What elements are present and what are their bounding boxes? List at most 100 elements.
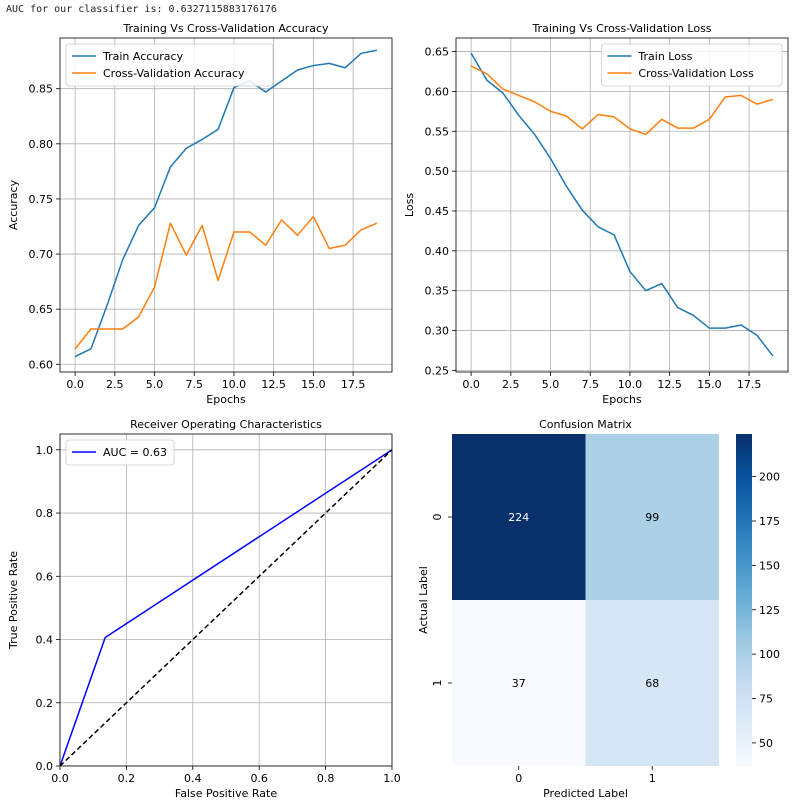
y-tick-label: 0.6 xyxy=(36,570,54,583)
y-axis-label: True Positive Rate xyxy=(7,551,20,650)
x-tick-label: 7.5 xyxy=(185,378,203,391)
legend: AUC = 0.63 xyxy=(65,439,175,466)
y-tick-label: 0.8 xyxy=(36,507,54,520)
y-axis-label: Loss xyxy=(403,193,416,217)
legend-box xyxy=(65,439,175,466)
legend-label: AUC = 0.63 xyxy=(103,446,167,459)
y-tick-label: 0.65 xyxy=(29,303,54,316)
y-tick-label: 0.45 xyxy=(425,205,450,218)
chart-panel-3: 224 99 37 68 0 1 0 1 Confusion Matrix Predicted L… xyxy=(417,418,780,800)
x-axis-label: Epochs xyxy=(602,393,642,406)
chart-title: Confusion Matrix xyxy=(539,418,632,431)
x-tick-label: 2.5 xyxy=(106,378,124,391)
cell-value-label: 99 xyxy=(645,511,659,524)
colorbar-tick-label: 200 xyxy=(759,471,780,484)
chart-title: Training Vs Cross-Validation Accuracy xyxy=(122,22,329,35)
y-tick-label: 1 xyxy=(431,680,444,687)
x-tick-label: 1 xyxy=(649,772,656,785)
x-axis-label: False Positive Rate xyxy=(175,787,277,800)
x-tick-label: 17.5 xyxy=(341,378,366,391)
series-line-0 xyxy=(74,49,378,358)
legend: Train Loss Cross-Validation Loss xyxy=(601,43,783,87)
x-tick-label: 0.0 xyxy=(66,378,84,391)
x-tick-label: 0.0 xyxy=(51,772,69,785)
colorbar-tick-label: 125 xyxy=(759,604,780,617)
legend-label: Cross-Validation Loss xyxy=(638,67,754,80)
legend-label: Train Loss xyxy=(637,50,692,63)
x-tick-label: 12.5 xyxy=(657,378,682,391)
x-tick-label: 0.2 xyxy=(118,772,136,785)
y-tick-label: 0.80 xyxy=(29,138,54,151)
y-tick-label: 0.4 xyxy=(36,634,54,647)
x-tick-label: 10.0 xyxy=(222,378,247,391)
axes-frame xyxy=(59,37,393,373)
x-tick-label: 0.8 xyxy=(317,772,335,785)
y-axis-label: Accuracy xyxy=(7,179,20,230)
cell-value-label: 224 xyxy=(508,511,529,524)
x-tick-label: 0.4 xyxy=(184,772,202,785)
x-tick-label: 17.5 xyxy=(737,378,762,391)
legend-box xyxy=(65,43,274,87)
colorbar-tick-label: 75 xyxy=(759,693,773,706)
y-tick-label: 1.0 xyxy=(36,444,54,457)
y-tick-label: 0.85 xyxy=(29,83,54,96)
axes-frame xyxy=(455,37,789,373)
y-tick-label: 0 xyxy=(431,514,444,521)
colorbar xyxy=(736,434,752,766)
classifier-auc-output: AUC for our classifier is: 0.63271158831… xyxy=(6,4,277,15)
x-tick-label: 5.0 xyxy=(146,378,164,391)
chart-title: Training Vs Cross-Validation Loss xyxy=(531,22,711,35)
y-tick-label: 0.50 xyxy=(425,165,450,178)
y-tick-label: 0.60 xyxy=(425,85,450,98)
x-tick-label: 2.5 xyxy=(502,378,520,391)
x-axis-label: Epochs xyxy=(206,393,246,406)
x-tick-label: 10.0 xyxy=(618,378,643,391)
x-tick-label: 15.0 xyxy=(301,378,326,391)
legend-label: Cross-Validation Accuracy xyxy=(103,67,245,80)
y-axis-label: Actual Label xyxy=(417,566,430,634)
y-tick-label: 0.25 xyxy=(425,364,450,377)
x-tick-label: 12.5 xyxy=(261,378,286,391)
chart-panel-2: 0.0 0.2 0.4 0.6 0.8 1.0 0.0 0.2 0.4 0.6 0.8 1.0 Rece… xyxy=(7,418,401,800)
legend-label: Train Accuracy xyxy=(102,50,184,63)
y-tick-label: 0.30 xyxy=(425,325,450,338)
legend: Train Accuracy Cross-Validation Accuracy xyxy=(65,43,274,87)
y-tick-label: 0.55 xyxy=(425,125,450,138)
series-line-1 xyxy=(59,449,393,767)
chart-panel-1: 0.0 2.5 5.0 7.5 10.0 12.5 15.0 17.5 0.25 0.30 0.35… xyxy=(403,22,789,406)
cell-value-label: 68 xyxy=(645,677,659,690)
x-tick-label: 15.0 xyxy=(697,378,722,391)
colorbar-tick-label: 150 xyxy=(759,559,780,572)
y-tick-label: 0.70 xyxy=(29,248,54,261)
y-tick-label: 0.65 xyxy=(425,46,450,59)
series-line-0 xyxy=(59,449,393,767)
axes-frame xyxy=(59,433,393,767)
series-line-1 xyxy=(74,215,378,350)
heatmap-cell xyxy=(585,600,719,766)
x-tick-label: 0 xyxy=(515,772,522,785)
colorbar-tick-label: 100 xyxy=(759,648,780,661)
colorbar-tick-label: 175 xyxy=(759,515,780,528)
x-axis-label: Predicted Label xyxy=(543,787,628,800)
heatmap-cell xyxy=(585,434,719,600)
chart-title: Receiver Operating Characteristics xyxy=(130,418,322,431)
y-tick-label: 0.2 xyxy=(36,697,54,710)
y-tick-label: 0.0 xyxy=(36,760,54,773)
x-tick-label: 5.0 xyxy=(542,378,560,391)
x-tick-label: 7.5 xyxy=(581,378,599,391)
x-tick-label: 0.0 xyxy=(462,378,480,391)
legend-box xyxy=(601,43,783,87)
series-line-1 xyxy=(470,65,774,136)
y-tick-label: 0.75 xyxy=(29,193,54,206)
cell-value-label: 37 xyxy=(512,677,526,690)
heatmap-cell xyxy=(452,434,586,600)
y-tick-label: 0.60 xyxy=(29,358,54,371)
colorbar-tick-label: 50 xyxy=(759,737,773,750)
y-tick-label: 0.40 xyxy=(425,245,450,258)
y-tick-label: 0.35 xyxy=(425,285,450,298)
heatmap-cell xyxy=(452,600,586,766)
chart-panel-0: 0.0 2.5 5.0 7.5 10.0 12.5 15.0 17.5 0.60 0.65 0.70… xyxy=(7,22,393,406)
x-tick-label: 1.0 xyxy=(383,772,401,785)
x-tick-label: 0.6 xyxy=(250,772,268,785)
